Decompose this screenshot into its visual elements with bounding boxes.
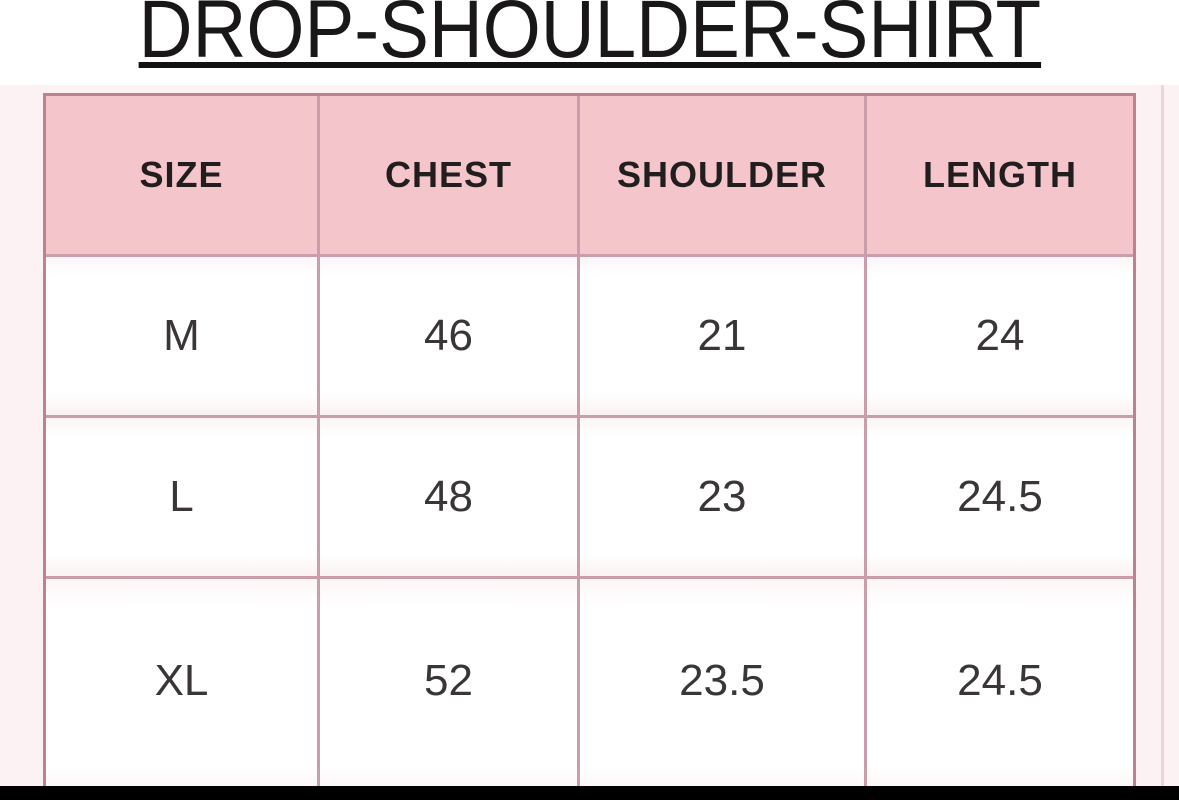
cell-size-xl: XL [46,579,317,797]
title-container: DROP-SHOULDER-SHIRT [0,0,1179,71]
cell-length-l: 24.5 [867,418,1133,576]
cell-shoulder-m: 21 [580,257,864,415]
header-cell-size: SIZE [46,96,317,254]
cell-length-xl: 24.5 [867,579,1133,797]
cell-shoulder-l: 23 [580,418,864,576]
page-title: DROP-SHOULDER-SHIRT [138,0,1041,75]
cell-size-m: M [46,257,317,415]
cell-length-m: 24 [867,257,1133,415]
cell-chest-m: 46 [320,257,577,415]
header-cell-chest: CHEST [320,96,577,254]
size-chart-table: SIZE CHEST SHOULDER LENGTH M 46 21 24 L … [43,93,1136,800]
header-cell-shoulder: SHOULDER [580,96,864,254]
cell-size-l: L [46,418,317,576]
header-cell-length: LENGTH [867,96,1133,254]
cell-chest-l: 48 [320,418,577,576]
cell-chest-xl: 52 [320,579,577,797]
right-margin-artifact-line [1161,85,1164,786]
cell-shoulder-xl: 23.5 [580,579,864,797]
bottom-letterbox-bar [0,786,1179,800]
